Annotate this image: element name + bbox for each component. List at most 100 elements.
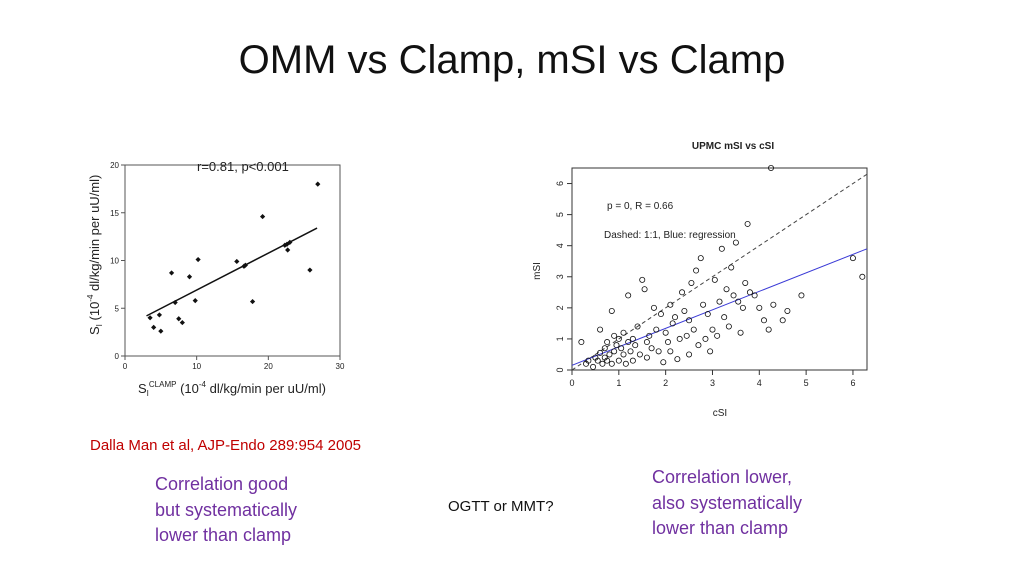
data-point [667,348,674,355]
data-point [672,314,679,321]
data-point [611,348,618,355]
data-point [646,332,653,339]
data-point [664,339,671,346]
data-point [770,301,777,308]
data-point [655,348,662,355]
chart-title: UPMC mSI vs cSI [692,141,774,152]
data-point [657,311,664,318]
data-point [674,356,681,363]
data-point [606,351,613,358]
data-point [798,292,805,299]
y-tick-label: 15 [110,209,119,218]
data-point [629,357,636,364]
data-point [636,351,643,358]
msi-vs-csi-chart: UPMC mSI vs cSI 0 1 2 3 4 5 6 0 1 2 3 4 5 6 p = 0, R … [532,141,868,419]
data-point [725,323,732,330]
data-point [590,363,597,370]
data-point [615,335,622,342]
data-point [756,304,763,311]
data-point [695,342,702,349]
data-point [622,360,629,367]
y-tick-label: 20 [110,161,119,170]
y-tick-label: 5 [555,212,565,217]
data-point [765,326,772,333]
data-point [604,357,611,364]
x-tick-label: 0 [123,362,128,371]
plot-frame [571,167,868,371]
y-tick-label: 2 [555,305,565,310]
plot-frame [124,164,341,357]
data-point [751,292,758,299]
data-point [578,339,585,346]
data-point [739,304,746,311]
data-point [742,279,749,286]
data-point [681,307,688,314]
data-point [601,345,608,352]
data-point [732,239,739,246]
data-point [147,315,153,321]
x-tick-label: 5 [804,378,809,388]
y-tick-label: 3 [555,274,565,279]
data-point [735,298,742,305]
x-axis-label: SICLAMP (10-4 dl/kg/min per uU/ml) [138,380,326,398]
data-point [234,258,240,265]
data-point [648,345,655,352]
data-point [709,326,716,333]
data-point [716,298,723,305]
data-point [650,304,657,311]
right-note-line: Correlation lower, [652,467,793,487]
y-tick-label: 5 [115,304,120,313]
x-axis-label: cSI [713,408,727,419]
left-note-line: lower than clamp [155,525,292,545]
left-note-line: but systematically [155,499,298,520]
x-tick-label: 6 [850,378,855,388]
data-point [697,255,704,262]
data-point [723,286,730,293]
slide-title: OMM vs Clamp, mSI vs Clamp [238,38,786,82]
x-tick-label: 3 [710,378,715,388]
data-point [704,311,711,318]
x-tick-label: 10 [192,362,201,371]
data-point [700,301,707,308]
citation: Dalla Man et al, AJP-Endo 289:954 2005 [90,437,362,454]
x-tick-label: 4 [757,378,762,388]
data-point [718,245,725,252]
x-tick-label: 1 [616,378,621,388]
y-tick-label: 1 [555,336,565,341]
data-point [784,307,791,314]
data-point [721,314,728,321]
data-point [195,256,201,263]
data-point [667,301,674,308]
data-point [702,335,709,342]
center-question: OGTT or MMT? [448,498,554,515]
data-point [608,307,615,314]
stats-annotation: p = 0, R = 0.66 [607,201,674,212]
data-point [660,359,667,366]
data-point [634,323,641,330]
data-point [611,332,618,339]
data-point [711,276,718,283]
data-point [597,326,604,333]
data-point [744,220,751,227]
data-point [151,324,157,330]
data-point [168,270,175,276]
data-point [176,316,182,322]
x-tick-label: 2 [663,378,668,388]
data-point [632,342,639,349]
data-point [620,329,627,336]
data-point [186,274,193,280]
data-point [249,298,256,305]
data-point [260,213,266,220]
data-point [585,357,592,364]
y-axis-label: SI (10-4 dl/kg/min per uU/ml) [86,175,104,335]
data-point [158,328,164,334]
data-point [859,273,866,280]
y-axis-label: mSI [532,262,543,280]
data-point [849,255,856,262]
data-point [608,360,615,367]
data-point [641,286,648,293]
data-point [604,339,611,346]
data-point [707,348,714,355]
y-tick-label: 0 [115,352,120,361]
y-tick-label: 10 [110,257,119,266]
